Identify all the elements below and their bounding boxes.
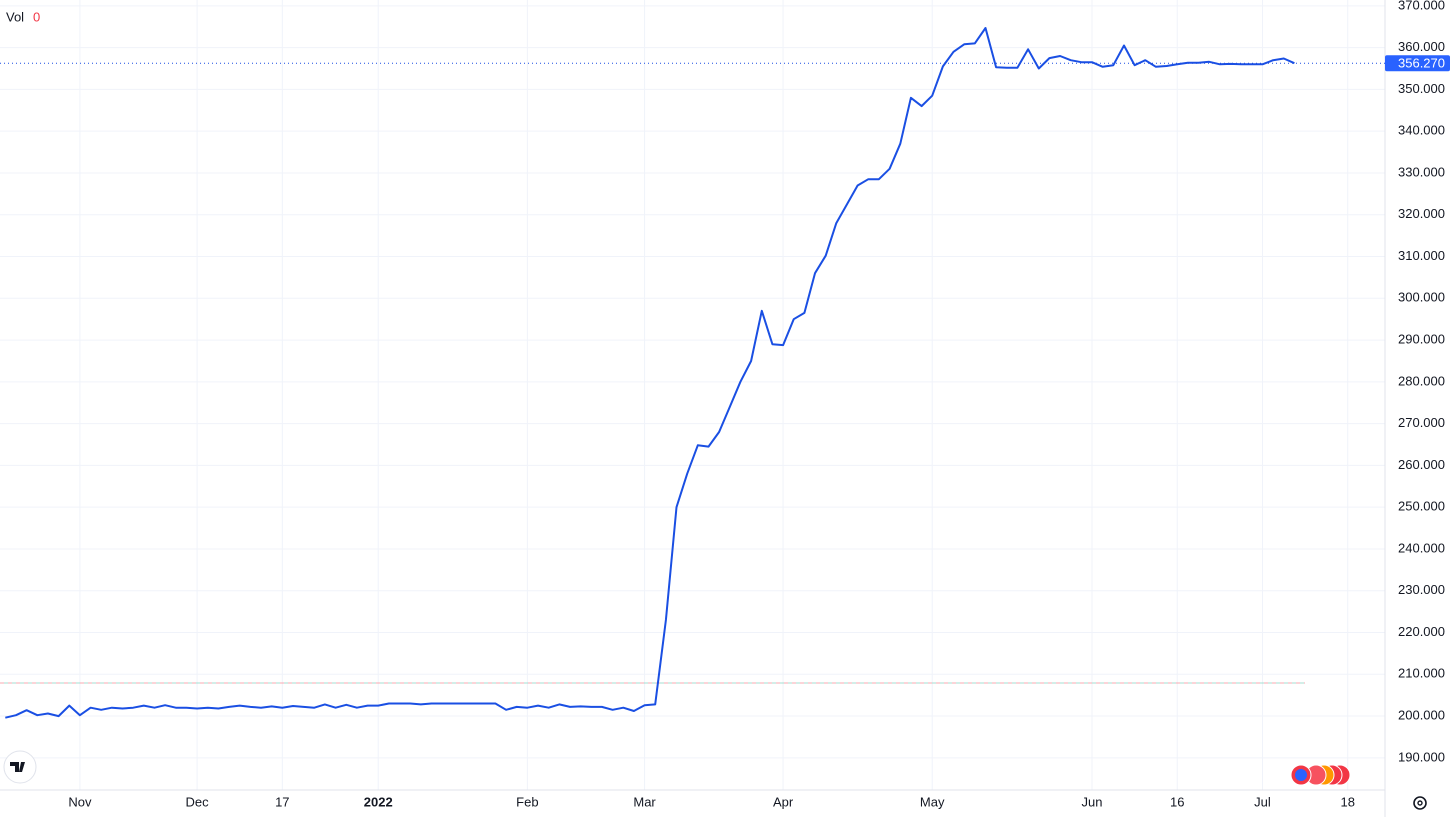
y-tick-label: 270.000 — [1398, 415, 1445, 430]
x-tick-label: 16 — [1170, 794, 1184, 809]
x-tick-label: Feb — [516, 794, 538, 809]
y-tick-label: 280.000 — [1398, 373, 1445, 388]
y-tick-label: 320.000 — [1398, 206, 1445, 221]
x-tick-label: Apr — [773, 794, 794, 809]
y-tick-label: 300.000 — [1398, 290, 1445, 305]
y-tick-label: 260.000 — [1398, 457, 1445, 472]
y-tick-label: 370.000 — [1398, 0, 1445, 12]
y-tick-label: 310.000 — [1398, 248, 1445, 263]
x-tick-label: 17 — [275, 794, 289, 809]
y-tick-label: 360.000 — [1398, 39, 1445, 54]
y-tick-label: 290.000 — [1398, 332, 1445, 347]
y-tick-label: 190.000 — [1398, 749, 1445, 764]
x-tick-label: 2022 — [364, 794, 393, 809]
logo — [3, 750, 37, 784]
y-tick-label: 350.000 — [1398, 81, 1445, 96]
price-line — [5, 27, 1295, 719]
flags — [1290, 764, 1351, 786]
y-tick-label: 210.000 — [1398, 666, 1445, 681]
y-tick-label: 330.000 — [1398, 164, 1445, 179]
y-tick-label: 230.000 — [1398, 582, 1445, 597]
y-tick-label: 250.000 — [1398, 499, 1445, 514]
x-tick-label: Jun — [1082, 794, 1103, 809]
x-tick-label: Mar — [633, 794, 656, 809]
indicator-value: 0 — [33, 9, 40, 24]
x-tick-label: 18 — [1340, 794, 1354, 809]
last-price-label: 356.270 — [1398, 56, 1445, 71]
y-tick-label: 240.000 — [1398, 540, 1445, 555]
y-tick-label: 220.000 — [1398, 624, 1445, 639]
y-tick-label: 340.000 — [1398, 123, 1445, 138]
x-tick-label: Nov — [68, 794, 92, 809]
y-tick-label: 200.000 — [1398, 707, 1445, 722]
x-tick-label: Dec — [186, 794, 210, 809]
x-tick-label: Jul — [1254, 794, 1271, 809]
indicator-name: Vol — [6, 9, 24, 24]
settings-icon[interactable] — [1413, 796, 1427, 810]
x-tick-label: May — [920, 794, 945, 809]
last-price-box — [1385, 55, 1450, 72]
